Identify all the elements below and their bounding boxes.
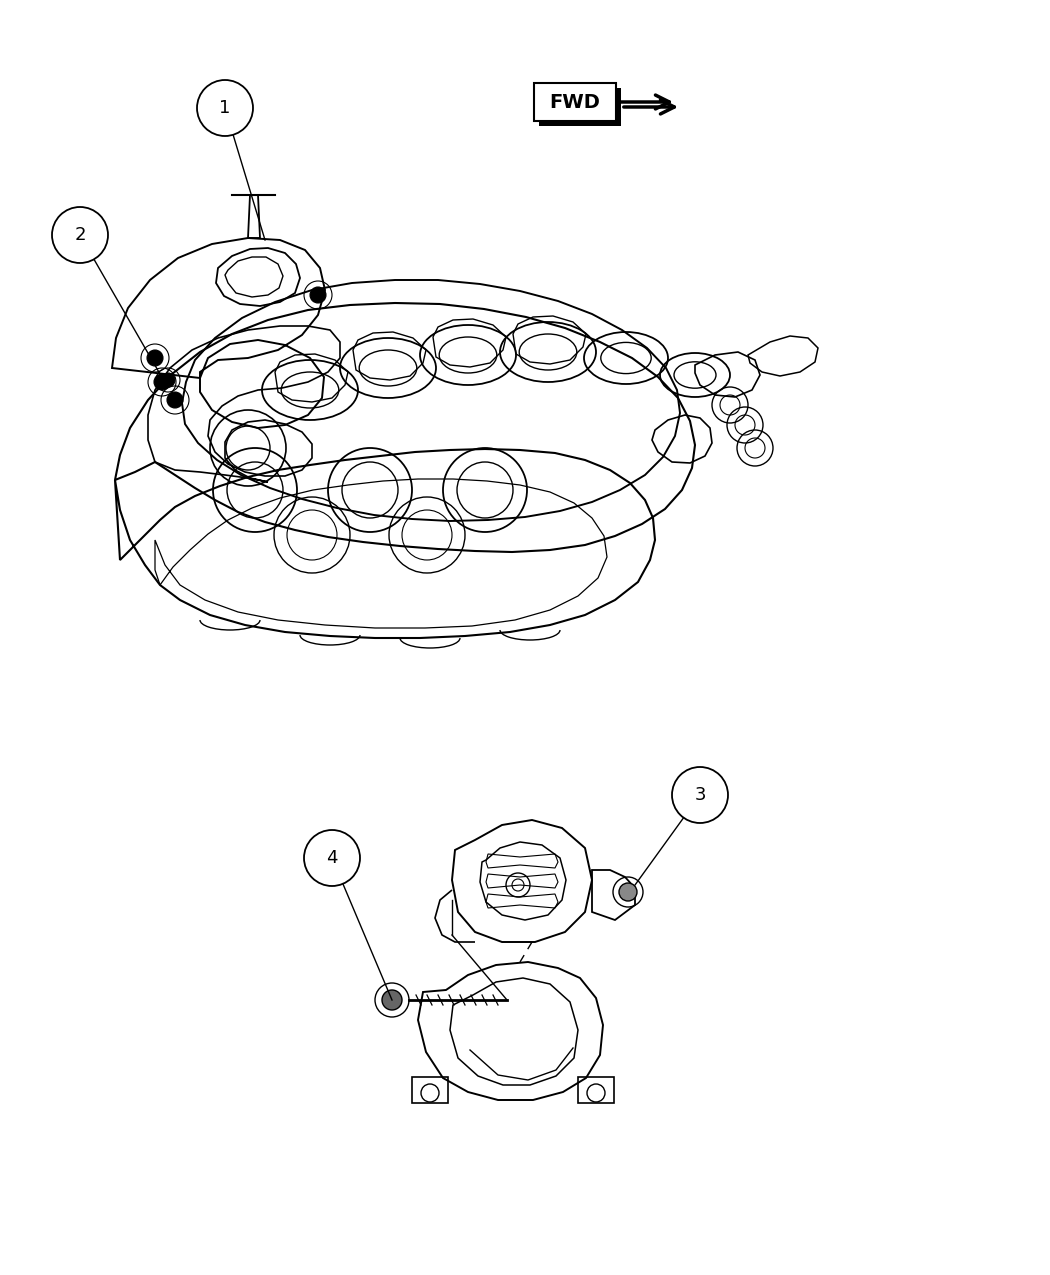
Polygon shape: [534, 83, 616, 121]
Text: 1: 1: [219, 99, 231, 117]
Circle shape: [304, 830, 360, 886]
Circle shape: [382, 989, 402, 1010]
Text: 2: 2: [75, 226, 86, 244]
Text: 4: 4: [327, 849, 338, 867]
Circle shape: [197, 80, 253, 136]
Circle shape: [154, 374, 170, 390]
Text: FWD: FWD: [549, 93, 601, 111]
Circle shape: [147, 351, 163, 366]
Circle shape: [620, 884, 637, 901]
Polygon shape: [539, 88, 621, 126]
Circle shape: [161, 374, 175, 388]
Circle shape: [52, 207, 108, 263]
Circle shape: [167, 391, 183, 408]
Text: 3: 3: [694, 785, 706, 805]
Circle shape: [672, 768, 728, 822]
Circle shape: [310, 287, 326, 303]
